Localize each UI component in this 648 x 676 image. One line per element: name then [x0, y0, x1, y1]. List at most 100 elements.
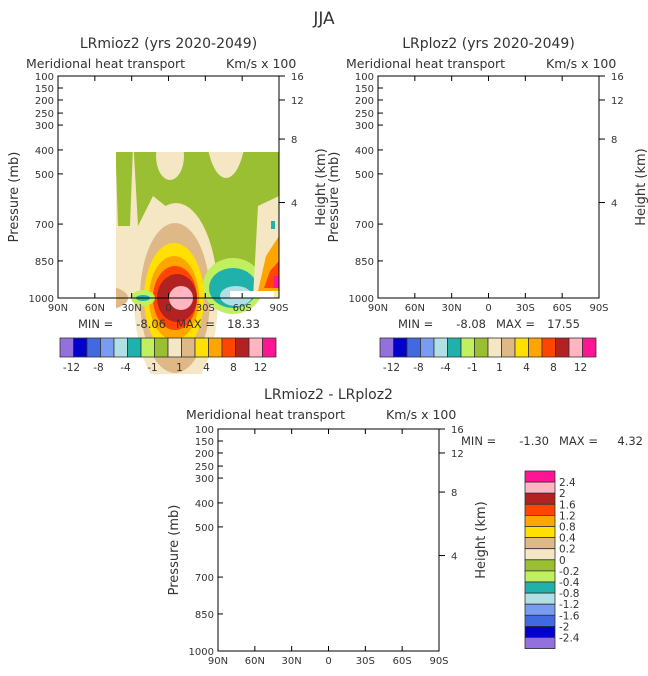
contour-region	[338, 569, 368, 651]
y-tick-label: 850	[195, 610, 214, 621]
y-right-tick-label: 16	[291, 72, 304, 83]
y-tick-label: 300	[355, 121, 374, 132]
colorbar-swatch	[221, 337, 236, 358]
colorbar-swatch	[127, 337, 142, 358]
colorbar-swatch	[474, 337, 489, 358]
contour-region	[406, 643, 422, 651]
y-right-tick-label: 4	[291, 199, 297, 210]
min-value: -8.08	[456, 317, 486, 331]
contour-region	[475, 78, 519, 128]
colorbar-tick-label: -1.6	[559, 610, 580, 622]
y-right-tick-label: 4	[451, 552, 457, 563]
colorbar-tick-label: -1.2	[559, 599, 580, 611]
plot-frame	[377, 75, 600, 299]
x-tick-label: 30S	[356, 656, 375, 667]
colorbar-tick-label: 0.4	[559, 533, 576, 545]
colorbar-tick-label: -1	[467, 362, 477, 374]
y-right-tick-label: 8	[611, 135, 617, 146]
colorbar-tick-label: -2	[559, 621, 569, 633]
y-tick-label: 700	[195, 573, 214, 584]
y-right-tick-label: 12	[611, 96, 624, 107]
colorbar-swatch	[555, 337, 570, 358]
contour-region	[58, 226, 83, 298]
colorbar-swatch	[73, 337, 88, 358]
y-tick-label: 1000	[29, 294, 54, 305]
y-right-tick-label: 8	[451, 488, 457, 499]
contour-region	[164, 89, 184, 111]
colorbar-swatch	[433, 337, 448, 358]
colorbar-swatch	[528, 337, 543, 358]
figure-title: JJA	[312, 9, 335, 29]
x-tick-label: 60N	[85, 303, 105, 314]
contour-region	[318, 429, 343, 549]
y-tick-label: 200	[355, 96, 374, 107]
contour-region	[433, 106, 453, 226]
colorbar-swatch	[140, 337, 155, 358]
colorbar-swatch	[501, 337, 516, 358]
contour-region	[529, 268, 577, 308]
y-tick-label: 400	[35, 146, 54, 157]
colorbar-tick-label: -1	[147, 362, 157, 374]
colorbar-tick-label: -12	[63, 362, 80, 374]
colorbar-swatch	[568, 337, 583, 358]
contour-region	[274, 276, 279, 288]
max-label: MAX =	[559, 434, 598, 448]
colorbar-tick-label: -0.2	[559, 566, 580, 578]
panel-title: LRmioz2 - LRploz2	[264, 387, 393, 403]
colorbar-swatch	[194, 337, 209, 358]
x-tick-label: 60N	[405, 303, 425, 314]
contour-background	[218, 429, 439, 651]
contour-region	[161, 85, 191, 117]
contour-region	[208, 152, 244, 178]
contour-region	[425, 642, 431, 650]
colorbar-swatch	[524, 515, 556, 527]
contour-region	[591, 221, 595, 229]
colorbar-swatch	[524, 559, 556, 572]
colorbar-swatch	[181, 337, 196, 358]
colorbar-tick-label: 2	[559, 488, 566, 500]
contour-region	[62, 76, 88, 226]
y-tick-label: 850	[35, 257, 54, 268]
y-tick-label: 300	[195, 474, 214, 485]
max-value: 4.32	[617, 434, 643, 448]
colorbar-tick-label: -0.8	[559, 588, 580, 600]
colorbar-swatch	[248, 337, 263, 358]
colorbar-swatch	[524, 503, 556, 516]
contour-region	[478, 81, 515, 123]
max-value: 17.55	[547, 317, 580, 331]
colorbar-tick-label: 8	[230, 362, 237, 374]
y-tick-label: 200	[195, 449, 214, 460]
min-value: -1.30	[519, 434, 549, 448]
y-tick-label: 250	[35, 109, 54, 120]
y-tick-label: 100	[355, 72, 374, 83]
colorbar-swatch	[524, 492, 556, 505]
max-value: 18.33	[227, 317, 260, 331]
colorbar-swatch	[524, 603, 556, 616]
colorbar-tick-label: -8	[93, 362, 103, 374]
colorbar-tick-label: 2.4	[559, 477, 576, 489]
panel-subtitle: Meridional heat transport	[186, 407, 345, 422]
colorbar-tick-label: 0.2	[559, 544, 576, 556]
x-tick-label: 90N	[368, 303, 388, 314]
colorbar-swatch	[524, 548, 556, 561]
colorbar-tick-label: 1	[496, 362, 503, 374]
x-tick-label: 60S	[393, 656, 412, 667]
max-label: MAX =	[176, 317, 215, 331]
y-axis-label: Pressure (mb)	[7, 152, 22, 243]
colorbar-tick-label: -8	[413, 362, 423, 374]
contour-region	[578, 236, 599, 291]
contour-region	[584, 261, 599, 288]
colorbar-swatch	[447, 337, 462, 358]
colorbar-swatch	[167, 337, 182, 358]
colorbar-tick-label: 1	[176, 362, 183, 374]
missing-data-region	[550, 291, 594, 298]
y-tick-label: 850	[355, 257, 374, 268]
y-tick-label: 100	[195, 425, 214, 436]
y-right-tick-label: 4	[611, 199, 617, 210]
y-tick-label: 700	[355, 220, 374, 231]
y-right-axis-label: Height (km)	[634, 148, 648, 225]
x-tick-label: 30S	[196, 303, 215, 314]
colorbar-tick-label: -2.4	[559, 633, 580, 645]
contour-region	[408, 186, 426, 276]
